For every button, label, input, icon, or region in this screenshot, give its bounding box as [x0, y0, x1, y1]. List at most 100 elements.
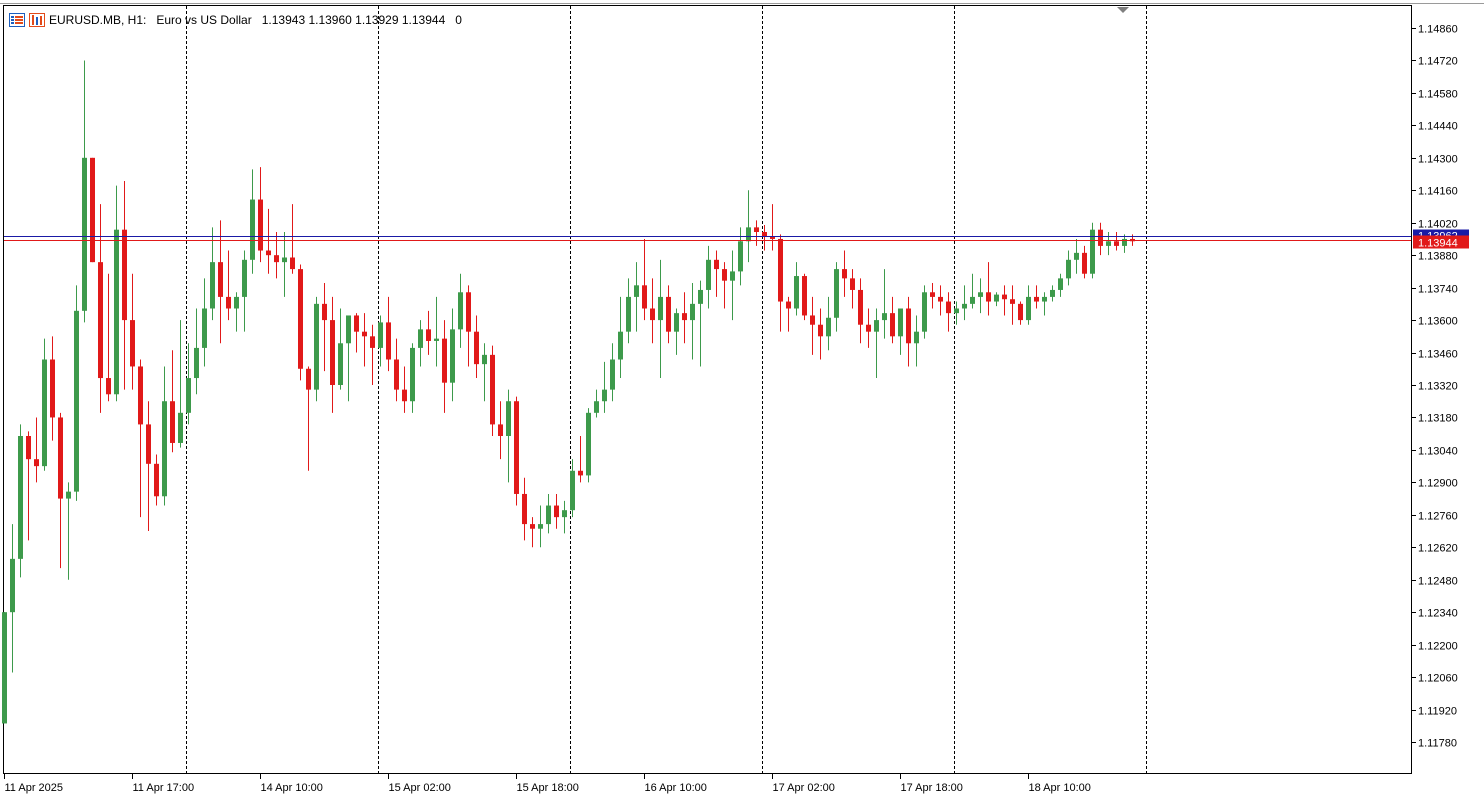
- y-tick-label: 1.13320: [1418, 381, 1458, 393]
- candle: [778, 234, 783, 332]
- candle: [18, 424, 23, 578]
- price-axis[interactable]: 1.14860 1.14720 1.14580 1.14440 1.14300 1.141…: [1411, 24, 1458, 750]
- y-tick-label: 1.14440: [1418, 121, 1458, 133]
- candle: [1026, 285, 1031, 325]
- symbol-timeframe: EURUSD.MB, H1:: [49, 13, 147, 27]
- candle: [1058, 273, 1063, 297]
- bear-candle-body: [146, 424, 151, 464]
- candle: [122, 181, 127, 390]
- candle: [410, 343, 415, 413]
- time-axis[interactable]: 11 Apr 2025 11 Apr 17:00 14 Apr 10:00 15 Ap…: [4, 774, 1091, 794]
- bear-candle-body: [778, 238, 783, 302]
- bull-candle-body: [314, 303, 319, 390]
- bull-candle-body: [346, 315, 351, 344]
- candle: [1122, 234, 1127, 253]
- bull-candle-body: [458, 292, 463, 330]
- candle: [10, 524, 15, 673]
- candle: [402, 366, 407, 413]
- x-tick-label: 18 Apr 10:00: [1029, 782, 1091, 794]
- bull-candle-body: [738, 241, 743, 272]
- ohlc-values: 1.13943 1.13960 1.13929 1.13944: [261, 13, 446, 27]
- candle: [690, 283, 695, 360]
- price-tags: 1.139621.13944: [1413, 229, 1469, 250]
- bull-candle-body: [250, 199, 255, 260]
- candle: [322, 283, 327, 372]
- bull-candle-body: [746, 227, 751, 242]
- bear-candle-body: [1018, 303, 1023, 321]
- candle: [810, 296, 815, 355]
- bear-candle-body: [490, 354, 495, 425]
- y-tick-label: 1.12760: [1418, 511, 1458, 523]
- candle: [186, 343, 191, 425]
- bear-candle-body: [682, 313, 687, 321]
- y-tick-label: 1.13880: [1418, 251, 1458, 263]
- candle: [138, 359, 143, 518]
- candle: [890, 296, 895, 344]
- candle: [730, 250, 735, 321]
- bull-candle-body: [690, 303, 695, 321]
- candle: [794, 262, 799, 316]
- bear-candle-body: [1002, 294, 1007, 300]
- candle: [1106, 232, 1111, 256]
- candle: [346, 315, 351, 402]
- bull-candle-body: [202, 308, 207, 348]
- candle: [1114, 232, 1119, 251]
- bull-candle-body: [186, 378, 191, 413]
- candle: [362, 313, 367, 367]
- candle: [594, 389, 599, 418]
- candle: [314, 296, 319, 402]
- bear-candle-body: [218, 262, 223, 297]
- chart-book-icon[interactable]: [29, 13, 45, 27]
- bull-candle-body: [538, 524, 543, 529]
- bull-candle-body: [618, 331, 623, 360]
- candle: [906, 296, 911, 367]
- candle: [618, 296, 623, 379]
- bear-candle-body: [802, 276, 807, 316]
- candle: [330, 296, 335, 413]
- candle: [634, 262, 639, 332]
- bear-candle-body: [394, 359, 399, 390]
- bear-candle-body: [138, 366, 143, 425]
- bull-candle-body: [706, 259, 711, 290]
- y-tick-label: 1.14860: [1418, 24, 1458, 36]
- bear-candle-body: [386, 322, 391, 360]
- bear-candle-body: [514, 401, 519, 494]
- bear-candle-body: [466, 292, 471, 332]
- candle: [874, 308, 879, 379]
- candle: [306, 366, 311, 471]
- bear-candle-body: [578, 470, 583, 476]
- candle: [394, 338, 399, 402]
- bull-candle-body: [658, 296, 663, 321]
- bull-candle-body: [482, 354, 487, 365]
- candle: [274, 232, 279, 279]
- bear-candle-body: [90, 157, 95, 263]
- scroll-marker-icon[interactable]: [1117, 7, 1129, 13]
- candle: [458, 273, 463, 348]
- candle: [1090, 222, 1095, 279]
- bear-candle-body: [354, 315, 359, 332]
- bull-candle-body: [234, 296, 239, 309]
- bull-candle-body: [378, 322, 383, 348]
- bull-candle-body: [66, 491, 71, 499]
- candle: [714, 250, 719, 297]
- window-top-border: [0, 3, 1484, 4]
- bear-candle-body: [786, 301, 791, 309]
- candle: [994, 292, 999, 307]
- candle: [482, 343, 487, 402]
- candle: [34, 417, 39, 483]
- price-axis-border: [1411, 5, 1412, 774]
- bull-candle-body: [562, 510, 567, 518]
- chart-list-icon[interactable]: [9, 13, 25, 27]
- bull-candle-body: [674, 313, 679, 332]
- bull-candle-body: [418, 329, 423, 348]
- y-tick-label: 1.14580: [1418, 89, 1458, 101]
- bear-candle-body: [106, 378, 111, 395]
- candle: [154, 454, 159, 506]
- candle: [434, 296, 439, 367]
- candle: [946, 292, 951, 332]
- bull-candle-body: [18, 436, 23, 559]
- candle: [626, 278, 631, 344]
- candle: [234, 292, 239, 332]
